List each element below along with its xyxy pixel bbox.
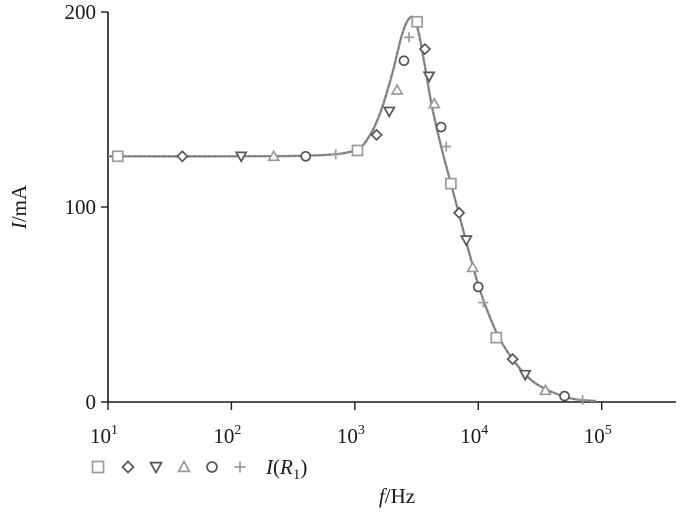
x-tick-base: 10 (213, 424, 234, 448)
data-point-triangle-down (459, 235, 473, 247)
data-point-plus (441, 141, 452, 152)
x-tick-base: 10 (460, 424, 481, 448)
y-axis-title-symbol: I (7, 221, 31, 230)
data-point-diamond (176, 150, 189, 163)
x-tick-label: 105 (584, 423, 612, 448)
legend-label-var: R (279, 455, 293, 479)
data-point-triangle-up (466, 260, 480, 273)
series-line-0 (107, 15, 597, 403)
y-tick-label: 100 (65, 195, 97, 219)
x-tick-exponent: 2 (234, 423, 241, 438)
legend-marker-square (91, 460, 105, 474)
x-tick-base: 10 (90, 424, 111, 448)
data-point-square (411, 15, 424, 28)
x-tick-exponent: 1 (111, 423, 118, 438)
axis-titles: I/mA f/Hz (7, 184, 415, 508)
data-point-plus (404, 32, 415, 43)
legend-label: I(R1) (265, 455, 307, 483)
data-point-circle (435, 121, 447, 133)
x-tick-label: 103 (337, 423, 365, 448)
data-point-triangle-up (267, 149, 281, 162)
x-tick-label: 102 (213, 423, 241, 448)
legend-label-subscript: 1 (293, 467, 301, 483)
data-point-circle (398, 55, 410, 67)
x-axis-title-symbol: f (379, 484, 388, 508)
series-curves (107, 15, 597, 403)
data-point-plus (577, 395, 588, 406)
legend-marker-plus (234, 461, 246, 473)
data-point-square (445, 177, 457, 190)
data-point-square (111, 150, 124, 163)
data-point-diamond (506, 352, 519, 366)
data-point-triangle-down (234, 151, 248, 164)
x-axis-title: f/Hz (379, 484, 415, 508)
x-tick-label: 101 (90, 423, 118, 448)
data-point-plus (330, 149, 341, 160)
y-tick-label: 200 (65, 0, 97, 24)
data-point-circle (472, 281, 484, 293)
legend-marker-circle (206, 461, 218, 473)
y-axis-title-unit: /mA (7, 184, 31, 222)
x-tick-exponent: 4 (481, 423, 488, 438)
axes (101, 11, 676, 410)
data-point-diamond (370, 128, 383, 142)
series-line-overlay-0 (107, 16, 597, 402)
data-point-triangle-up (538, 383, 552, 396)
data-point-triangle-up (390, 83, 404, 95)
data-point-diamond (418, 42, 432, 56)
data-point-diamond (452, 206, 466, 220)
data-point-square (351, 144, 364, 157)
data-point-triangle-down (422, 71, 436, 84)
x-tick-base: 10 (337, 424, 358, 448)
x-axis-title-unit: /Hz (385, 484, 415, 508)
data-point-triangle-down (518, 369, 532, 382)
legend-marker-triangle-down (149, 461, 163, 475)
legend-label-paren-close: ) (300, 455, 307, 479)
data-point-circle (300, 150, 312, 162)
legend: I(R1) (91, 455, 307, 483)
data-point-triangle-down (382, 106, 396, 119)
data-markers (111, 15, 588, 406)
data-point-triangle-up (427, 96, 441, 109)
legend-label-paren-open: ( (273, 455, 280, 479)
x-tick-label: 104 (460, 423, 488, 448)
x-tick-base: 10 (584, 424, 605, 448)
legend-marker-diamond (121, 460, 135, 474)
x-tick-exponent: 3 (358, 423, 365, 438)
legend-label-symbol: I (265, 455, 274, 479)
x-tick-exponent: 5 (605, 423, 612, 438)
data-point-plus (478, 297, 489, 308)
y-tick-label: 0 (86, 390, 97, 414)
y-axis-title: I/mA (7, 184, 31, 230)
data-point-square (490, 331, 503, 344)
data-point-circle (559, 390, 570, 402)
legend-marker-triangle-up (177, 459, 191, 473)
